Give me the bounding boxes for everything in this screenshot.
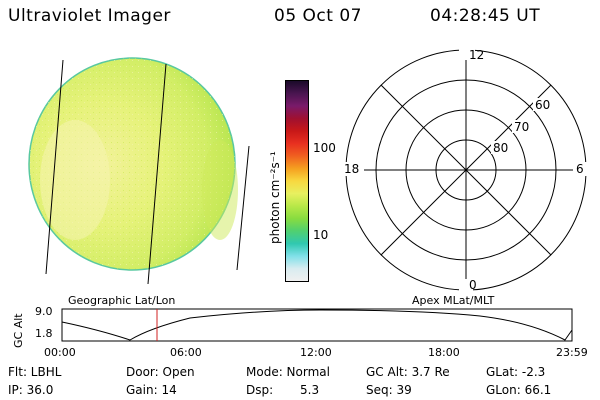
glon-info: GLon: 66.1 bbox=[486, 383, 552, 397]
dsp-info-value: 5.3 bbox=[300, 383, 320, 397]
filter-info: Flt: LBHL bbox=[8, 365, 62, 379]
mlat-label-60: 60 bbox=[535, 98, 550, 112]
ip-info: IP: 36.0 bbox=[8, 383, 54, 397]
polar-plot: 12 18 6 0 60 70 80 bbox=[342, 47, 587, 292]
colorbar-tick-10: 10 bbox=[313, 228, 329, 242]
colorbar-unit-label: photon cm⁻²s⁻¹ bbox=[268, 151, 282, 244]
mlt-label-0: 0 bbox=[469, 278, 477, 292]
longitude-line bbox=[45, 59, 64, 275]
time-tick-2359: 23:59 bbox=[556, 346, 588, 359]
geographic-label: Geographic Lat/Lon bbox=[68, 294, 176, 307]
gain-info: Gain: 14 bbox=[126, 383, 177, 397]
app-title: Ultraviolet Imager bbox=[8, 6, 171, 26]
mlt-label-12: 12 bbox=[469, 48, 484, 62]
mlat-label-70: 70 bbox=[514, 120, 529, 134]
time-tick-0600: 06:00 bbox=[170, 346, 202, 359]
time-label: 04:28:45 UT bbox=[430, 6, 541, 26]
glat-info: GLat: -2.3 bbox=[486, 365, 546, 379]
alt-tick-9: 9.0 bbox=[35, 305, 53, 318]
door-info: Door: Open bbox=[126, 365, 195, 379]
mlat-label-80: 80 bbox=[493, 141, 508, 155]
seq-info: Seq: 39 bbox=[366, 383, 412, 397]
color-scale-bar bbox=[285, 80, 309, 282]
gc-alt-info: GC Alt: 3.7 Re bbox=[366, 365, 450, 379]
time-tick-1800: 18:00 bbox=[428, 346, 460, 359]
uv-earth-image bbox=[28, 57, 250, 285]
mlt-label-18: 18 bbox=[344, 162, 359, 176]
dsp-info-label: Dsp: bbox=[246, 383, 274, 397]
longitude-line bbox=[236, 145, 250, 271]
time-tick-1200: 12:00 bbox=[300, 346, 332, 359]
mlt-label-6: 6 bbox=[576, 162, 584, 176]
apex-label: Apex MLat/MLT bbox=[412, 294, 495, 307]
mode-info: Mode: Normal bbox=[246, 365, 330, 379]
gc-alt-axis-title: GC Alt bbox=[12, 313, 25, 348]
altitude-plot bbox=[61, 308, 573, 342]
date-label: 05 Oct 07 bbox=[274, 6, 362, 26]
time-tick-0000: 00:00 bbox=[44, 346, 76, 359]
colorbar-tick-100: 100 bbox=[313, 141, 336, 155]
altitude-curve bbox=[61, 309, 573, 341]
alt-tick-1-8: 1.8 bbox=[35, 327, 53, 340]
longitude-line bbox=[147, 63, 167, 285]
